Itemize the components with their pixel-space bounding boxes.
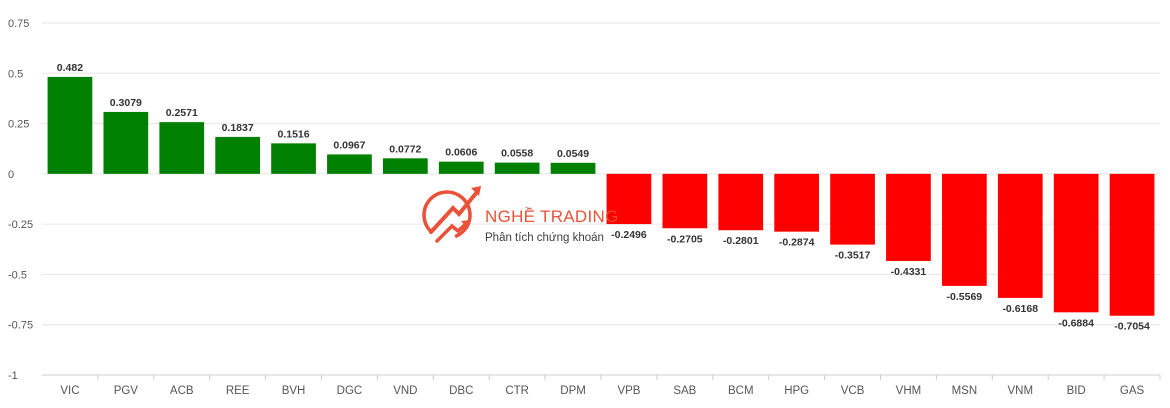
bar-vnm	[997, 173, 1043, 298]
data-label: 0.0967	[333, 139, 365, 151]
x-tick-label: ACB	[170, 385, 194, 397]
y-tick-label: 0	[8, 169, 14, 181]
bar-bid	[1053, 173, 1099, 313]
data-label: -0.2496	[611, 229, 647, 241]
data-label: 0.0772	[389, 143, 421, 155]
data-label: -0.2705	[667, 233, 703, 245]
data-label: -0.4331	[891, 266, 927, 278]
x-tick-label: VPB	[617, 385, 640, 397]
data-label: -0.2874	[779, 237, 815, 249]
bar-dpm	[550, 162, 596, 174]
data-label: -0.3517	[835, 250, 871, 262]
y-tick-label: -0.75	[8, 320, 33, 332]
bar-acb	[159, 122, 205, 174]
y-tick-label: -0.25	[8, 219, 33, 231]
x-tick-label: DPM	[560, 385, 586, 397]
y-tick-label: -1	[8, 370, 18, 382]
y-axis-ticks: 0.75 0.5 0.25 0 -0.25 -0.5 -0.75 -1	[8, 18, 33, 382]
x-tick-label: VND	[393, 385, 417, 397]
x-tick-label: MSN	[952, 385, 978, 397]
data-label: 0.482	[57, 62, 83, 74]
bar-ctr	[494, 162, 540, 174]
data-label: 0.3079	[110, 97, 142, 109]
gridlines	[42, 22, 1160, 376]
bar-vhm	[886, 173, 931, 261]
data-label: 0.2571	[166, 107, 198, 119]
data-label: -0.7054	[1114, 321, 1150, 333]
bar-pgv	[103, 111, 149, 174]
bar-msn	[941, 173, 987, 286]
bar-ree	[215, 136, 261, 174]
x-tick-label: DGC	[337, 385, 363, 397]
x-axis-ticks: VIC PGV ACB REE BVH DGC VND DBC CTR DPM VPB SAB BCM H…	[60, 375, 1161, 397]
bar-bvh	[271, 143, 316, 174]
data-label: 0.1516	[277, 128, 309, 140]
data-label: -0.5569	[947, 291, 983, 303]
x-tick-label: SAB	[673, 385, 696, 397]
bar-dbc	[438, 161, 484, 174]
bar-bcm	[718, 173, 764, 231]
watermark-icon	[422, 186, 481, 243]
x-tick-label: VNM	[1007, 385, 1033, 397]
x-tick-label: BCM	[728, 385, 754, 397]
bar-gas	[1109, 173, 1155, 316]
bars	[47, 76, 1155, 316]
x-tick-label: PGV	[114, 385, 139, 397]
x-tick-label: CTR	[505, 385, 529, 397]
bar-hpg	[774, 173, 820, 232]
data-label: -0.6884	[1058, 317, 1094, 329]
watermark-brand: NGHỀ TRADING	[485, 207, 619, 226]
y-tick-label: 0.5	[8, 68, 23, 80]
x-tick-label: VHM	[896, 385, 922, 397]
watermark-logo: NGHỀ TRADING Phân tích chứng khoán	[422, 186, 619, 244]
bar-vcb	[830, 173, 875, 245]
x-tick-label: BID	[1067, 385, 1086, 397]
watermark-tagline: Phân tích chứng khoán	[485, 232, 604, 244]
x-tick-label: GAS	[1120, 385, 1145, 397]
bar-vic	[47, 76, 93, 174]
y-tick-label: 0.75	[8, 18, 29, 30]
data-label: 0.0606	[445, 147, 477, 159]
data-label: -0.2801	[723, 235, 759, 247]
bar-dgc	[327, 154, 372, 174]
y-tick-label: 0.25	[8, 119, 29, 131]
data-label: -0.6168	[1002, 303, 1038, 315]
data-label: 0.1837	[222, 122, 254, 134]
y-tick-label: -0.5	[8, 269, 27, 281]
bar-sab	[662, 173, 708, 229]
data-label: 0.0549	[557, 148, 589, 160]
x-tick-label: BVH	[282, 385, 306, 397]
x-tick-label: DBC	[449, 385, 473, 397]
x-tick-label: HPG	[784, 385, 809, 397]
x-tick-label: VIC	[60, 385, 79, 397]
x-tick-label: REE	[226, 385, 250, 397]
data-labels: 0.482 0.3079 0.2571 0.1837 0.1516 0.0967 0.077…	[57, 62, 1150, 333]
x-tick-label: VCB	[841, 385, 865, 397]
bar-vpb	[606, 173, 652, 225]
data-label: 0.0558	[501, 148, 533, 160]
bar-vnd	[382, 158, 428, 174]
